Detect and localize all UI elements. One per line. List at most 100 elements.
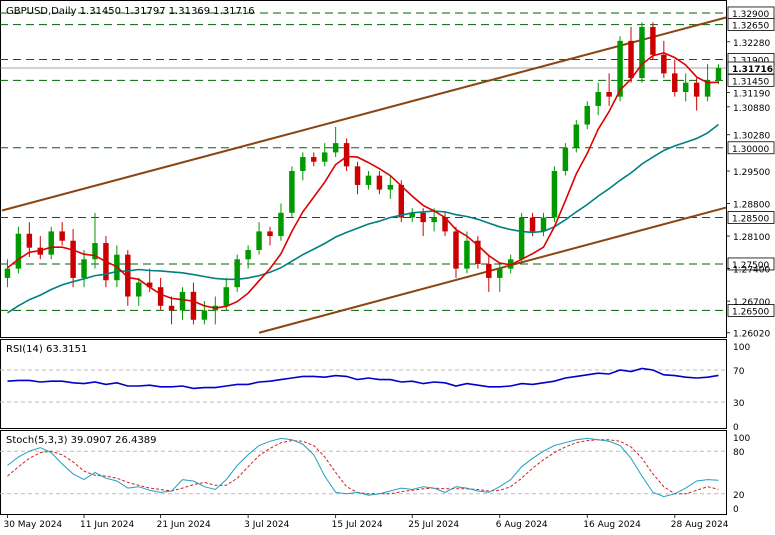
time-tick-label: 3 Jul 2024 [244, 520, 289, 530]
price-header: GBPUSD,Daily 1.31450 1.31797 1.31369 1.3… [6, 6, 255, 17]
candle-body [289, 171, 295, 213]
candle-body [529, 217, 536, 232]
candle-body [661, 54, 667, 74]
candle-body [617, 40, 623, 97]
candle-body [387, 184, 394, 190]
time-tick-label: 11 Jun 2024 [80, 520, 134, 530]
candle-body [201, 310, 208, 320]
candle-body [442, 217, 448, 232]
candle-body [584, 105, 590, 125]
candle-body [125, 254, 131, 297]
price-tick-label: 1.26700 [733, 298, 770, 308]
candle-body [464, 240, 470, 269]
candle-body [398, 184, 405, 218]
candle-body [475, 240, 481, 264]
candle-body [507, 259, 514, 269]
candle-body [606, 91, 612, 97]
candle-body [157, 287, 164, 306]
time-axis: 30 May 2024 11 Jun 2024 21 Jun 2024 3 Jul 2… [3, 514, 729, 530]
time-tick-label: 28 Aug 2024 [671, 520, 729, 530]
current-price-label: 1.31716 [732, 65, 773, 75]
time-tick-label: 25 Jul 2024 [408, 520, 459, 530]
price-tick-label: 1.29500 [733, 168, 770, 178]
stoch-tick-label: 80 [733, 448, 745, 458]
time-tick-label: 6 Aug 2024 [496, 520, 548, 530]
candle-body [639, 26, 645, 79]
rsi-series-line [7, 367, 719, 390]
stoch-tick-label: 20 [733, 491, 745, 501]
candle-body [81, 259, 87, 278]
price-tick-label: 1.28100 [733, 233, 770, 243]
candle-body [245, 250, 251, 260]
price-tick-label: 1.32280 [733, 39, 770, 49]
rsi-panel: 100 70 30 0 RSI(14) 63.3151 [0, 339, 750, 433]
current-price-box [727, 61, 775, 75]
price-tick-label: 1.26020 [733, 330, 770, 340]
candle-body [431, 217, 437, 223]
candle-body [321, 152, 328, 162]
candle-body [628, 40, 634, 79]
time-tick-label: 16 Aug 2024 [583, 520, 641, 530]
candle-body [715, 68, 722, 81]
candle-body [704, 80, 711, 97]
stoch-levels [0, 450, 726, 495]
level-label: 1.32650 [732, 22, 769, 32]
candle-body [540, 217, 547, 232]
candle-body [256, 231, 262, 251]
stoch-k-line [7, 437, 719, 498]
level-label: 1.27500 [732, 261, 769, 271]
level-label-box [727, 257, 775, 271]
level-label: 1.31450 [732, 77, 769, 87]
rsi-line [7, 367, 719, 390]
candle-body [92, 243, 98, 260]
candle-body [48, 231, 54, 255]
candles [4, 22, 722, 325]
level-label: 1.31900 [732, 56, 769, 66]
price-tick-label: 1.28800 [733, 201, 770, 211]
candle-body [136, 282, 142, 297]
candle-body [562, 147, 569, 171]
candle-body [693, 82, 700, 97]
candle-body [168, 305, 175, 311]
level-label-box [727, 18, 775, 31]
candle-body [650, 26, 656, 55]
candle-body [672, 73, 678, 92]
candle-body [354, 166, 361, 185]
rsi-tick-label: 100 [733, 343, 750, 353]
level-label-box [727, 211, 775, 224]
price-tick-label: 1.30880 [733, 104, 770, 114]
moving-averages [7, 52, 719, 314]
candle-body [343, 143, 350, 167]
candle-body [682, 82, 689, 92]
level-label: 1.26500 [732, 307, 769, 317]
stoch-panel-frame [0, 430, 727, 515]
sma-slow-line [7, 123, 719, 314]
price-axis: 1.32900 1.32650 1.31900 1.31450 1.30000 1.285… [726, 6, 775, 340]
rsi-header: RSI(14) 63.3151 [6, 344, 87, 355]
level-label-box [727, 304, 775, 317]
level-label: 1.32900 [732, 10, 769, 20]
candle-body [453, 231, 459, 269]
level-label-box [727, 141, 775, 155]
candle-body [179, 291, 186, 311]
stoch-tick-label: 0 [733, 505, 739, 515]
candle-body [15, 233, 22, 269]
price-tick-label: 1.30280 [733, 132, 770, 142]
sma-fast-line [7, 52, 719, 309]
price-panel: 1.32900 1.32650 1.31900 1.31450 1.30000 1.285… [0, 0, 775, 340]
candle-body [573, 124, 580, 148]
level-label: 1.30000 [732, 145, 769, 155]
candle-body [420, 212, 426, 223]
time-tick-label: 15 Jul 2024 [332, 520, 383, 530]
price-panel-frame [0, 0, 727, 338]
candle-body [70, 240, 76, 278]
stoch-axis: 100 80 20 0 [733, 434, 750, 515]
candle-body [409, 212, 415, 218]
level-label: 1.28500 [732, 214, 769, 224]
candle-body [26, 233, 33, 248]
channel-lower-line [258, 206, 727, 334]
candle-body [518, 217, 525, 260]
candle-body [190, 291, 197, 320]
candle-body [300, 157, 306, 171]
